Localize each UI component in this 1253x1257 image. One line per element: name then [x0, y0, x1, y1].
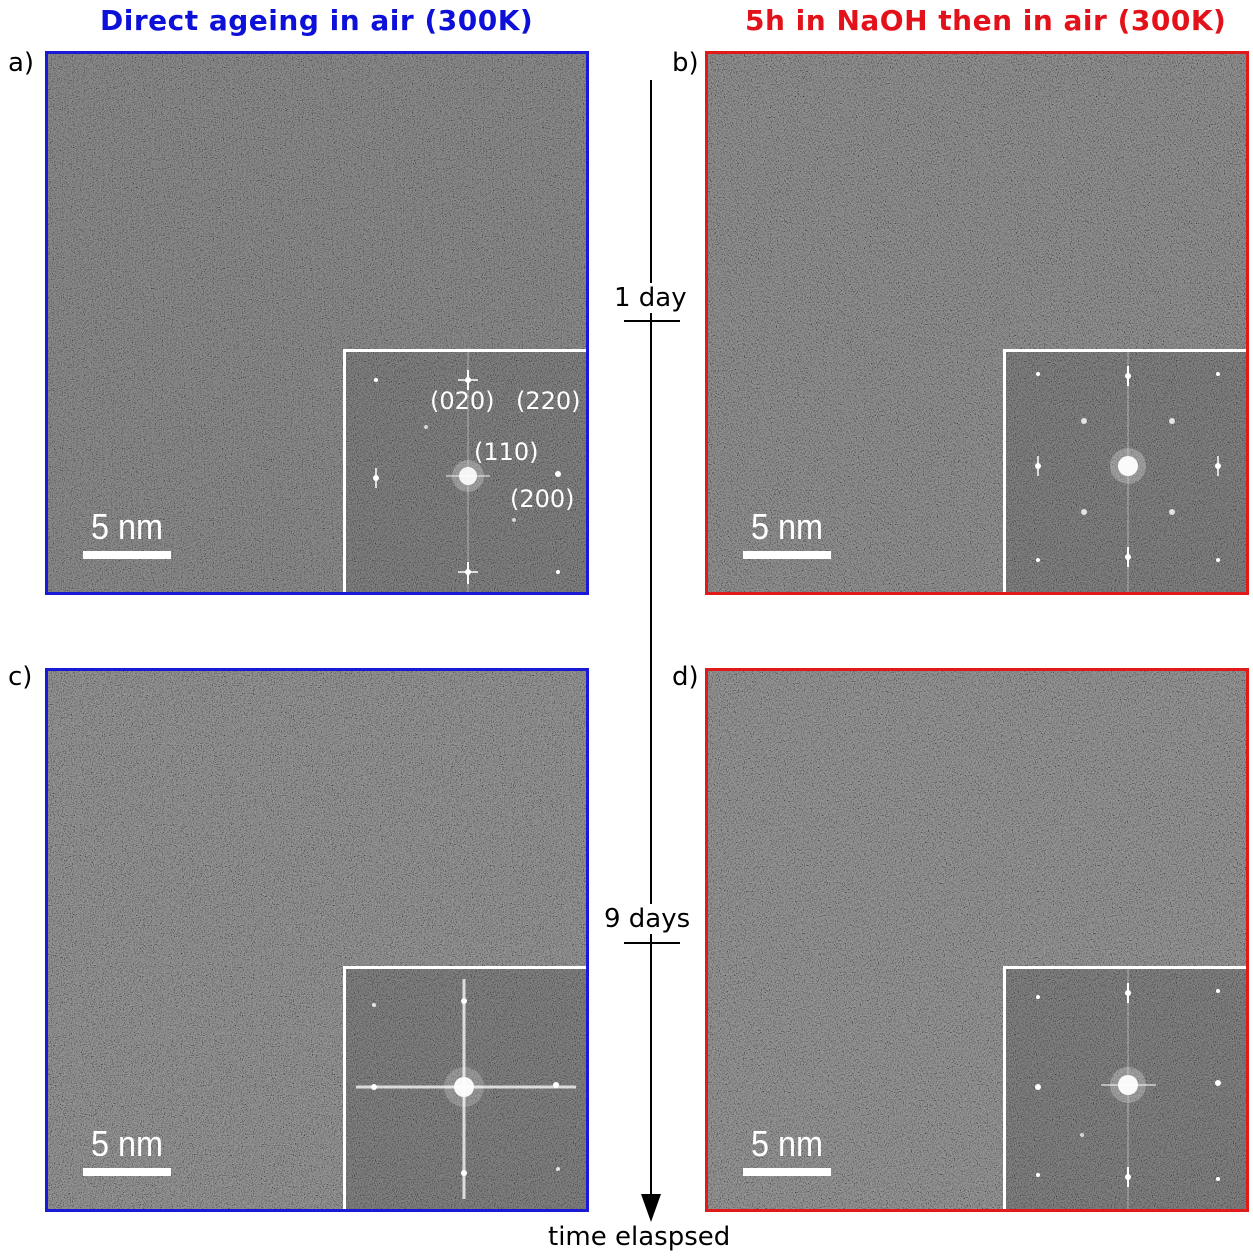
scale-bar-label: 5 nm — [90, 506, 164, 547]
scale-bar-line — [743, 1168, 831, 1176]
scale-bar-line — [743, 551, 831, 559]
panel-label-a: a) — [8, 48, 35, 78]
diffraction-pattern — [346, 352, 586, 592]
miller-index-220: (220) — [516, 387, 581, 415]
scale-bar-line — [83, 551, 171, 559]
fft-inset-b — [1003, 349, 1246, 592]
miller-index-200: (200) — [510, 485, 575, 513]
fft-inset-d — [1003, 966, 1246, 1209]
scale-bar: 5 nm — [743, 509, 831, 559]
scale-bar-line — [83, 1168, 171, 1176]
tem-image-panel-c: 5 nm — [45, 668, 589, 1212]
miller-index-020: (020) — [430, 387, 495, 415]
scale-bar: 5 nm — [83, 1126, 171, 1176]
heading-direct-ageing: Direct ageing in air (300K) — [100, 4, 534, 37]
panel-label-c: c) — [8, 662, 33, 692]
fft-inset-a: (020) (220) (110) (200) — [343, 349, 586, 592]
diffraction-pattern — [1006, 352, 1246, 592]
scale-bar-label: 5 nm — [750, 1123, 824, 1164]
scale-bar-label: 5 nm — [750, 506, 824, 547]
fft-inset-c — [343, 966, 586, 1209]
timeline-axis-label: time elaspsed — [548, 1222, 731, 1252]
diffraction-pattern — [346, 969, 586, 1209]
heading-naoh-then-air: 5h in NaOH then in air (300K) — [745, 4, 1227, 37]
timeline-mark-9-days: 9 days — [602, 904, 693, 934]
miller-index-110: (110) — [474, 438, 539, 466]
panel-label-d: d) — [672, 662, 699, 692]
diffraction-pattern — [1006, 969, 1246, 1209]
timeline-mark-1-day: 1 day — [612, 283, 689, 313]
tem-image-panel-d: 5 nm — [705, 668, 1249, 1212]
scale-bar-label: 5 nm — [90, 1123, 164, 1164]
scale-bar: 5 nm — [743, 1126, 831, 1176]
panel-label-b: b) — [672, 48, 699, 78]
scale-bar: 5 nm — [83, 509, 171, 559]
tem-image-panel-b: 5 nm — [705, 51, 1249, 595]
tem-image-panel-a: (020) (220) (110) (200) 5 nm — [45, 51, 589, 595]
